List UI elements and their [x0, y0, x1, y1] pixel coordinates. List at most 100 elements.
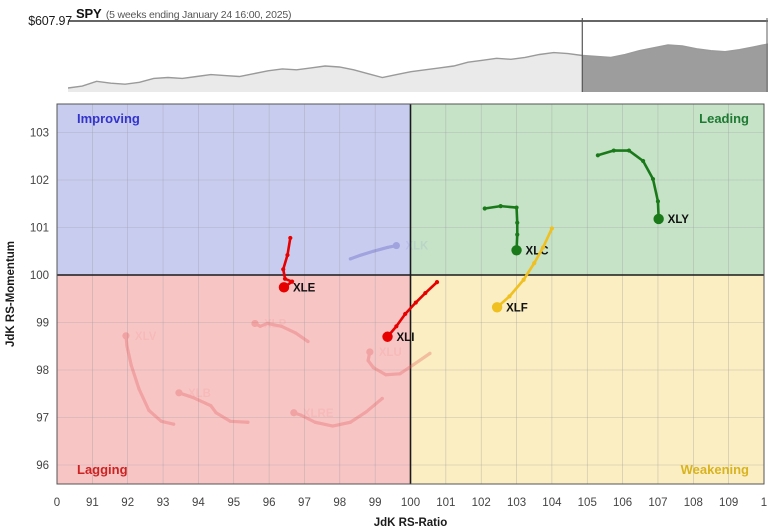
series-head-marker[interactable] — [392, 241, 400, 250]
series-ticker-label: XLC — [526, 245, 549, 257]
trail-node — [394, 324, 399, 329]
series-xlv[interactable]: XLV — [122, 331, 176, 426]
trail-node — [265, 321, 269, 326]
trail-node — [403, 311, 408, 317]
series-xlp[interactable]: XLP — [251, 318, 310, 344]
series-xlu[interactable]: XLU — [366, 347, 432, 377]
axis-tick-labels: 0 91 92 93 94 95 96 97 98 99 100 101 102 103 104 105 106… — [30, 128, 767, 510]
series-head-marker[interactable] — [278, 282, 290, 293]
period-subtitle: (5 weeks ending January 24 16:00, 2025) — [105, 9, 292, 21]
x-tick-label: 1 — [761, 497, 767, 509]
x-tick-label: 101 — [436, 497, 455, 509]
x-tick-label: 108 — [684, 497, 703, 509]
series-head-marker[interactable] — [251, 319, 259, 328]
series-trail — [366, 350, 432, 377]
trail-node — [626, 148, 632, 153]
series-ticker-label: XLRE — [303, 408, 334, 420]
series-head-marker[interactable] — [382, 331, 393, 342]
series-xli[interactable]: XLI — [382, 280, 440, 344]
y-tick-label: 99 — [36, 318, 49, 330]
trail-node — [515, 232, 520, 237]
price-overview-panel: $607.97 SPY (5 weeks ending January 24 1… — [0, 0, 768, 92]
trail-node — [507, 294, 512, 299]
trail-node — [279, 324, 284, 328]
trail-node — [611, 148, 616, 153]
trail-node — [289, 279, 295, 284]
trail-node — [434, 280, 440, 285]
series-ticker-label: XLE — [293, 282, 316, 294]
trail-node — [384, 373, 388, 377]
symbol-label: SPY — [76, 6, 102, 21]
trail-node — [281, 267, 286, 272]
series-ticker-label: XLV — [135, 331, 157, 343]
trail-node — [159, 419, 163, 423]
series-head-marker[interactable] — [653, 213, 664, 225]
series-xlc[interactable]: XLC — [482, 204, 549, 257]
quadrant-label-lagging: Lagging — [77, 462, 128, 477]
x-tick-label: 105 — [578, 497, 597, 509]
rrg-svg-canvas[interactable]: Improving Leading Lagging Weakening 0 91 92 93… — [0, 92, 768, 530]
trail-node — [371, 366, 375, 370]
series-xly[interactable]: XLY — [595, 148, 690, 226]
trail-node — [650, 176, 656, 182]
price-sparkline[interactable] — [68, 18, 768, 92]
series-head-marker[interactable] — [511, 245, 522, 256]
trail-node — [549, 226, 555, 231]
price-title: SPY (5 weeks ending January 24 16:00, 20… — [76, 5, 291, 23]
trail-node — [498, 204, 503, 209]
x-tick-label: 91 — [86, 497, 99, 509]
trail-node — [540, 245, 546, 250]
trail-node — [385, 245, 390, 250]
series-xle[interactable]: XLE — [278, 235, 316, 295]
series-head-marker[interactable] — [491, 302, 503, 313]
series-xlre[interactable]: XLRE — [290, 396, 384, 428]
trail-node — [398, 372, 402, 376]
quadrant-labels: Improving Leading Lagging Weakening — [77, 111, 749, 477]
series-ticker-label: XLB — [188, 388, 211, 400]
x-tick-label: 99 — [369, 497, 382, 509]
trail-node — [655, 199, 661, 204]
x-tick-label: 107 — [648, 497, 667, 509]
x-tick-label: 100 — [401, 497, 420, 509]
trail-node — [359, 253, 363, 257]
active-series-layer[interactable]: XLY XLC XLF XLE XLI — [278, 148, 690, 344]
y-tick-label: 97 — [36, 413, 49, 425]
trail-node — [228, 419, 232, 423]
series-trail — [292, 396, 384, 428]
trail-node — [129, 363, 133, 367]
series-head-marker[interactable] — [122, 332, 130, 340]
series-trail — [483, 204, 519, 252]
series-ticker-label: XLI — [397, 332, 415, 344]
x-tick-label: 95 — [227, 497, 240, 509]
series-head-marker[interactable] — [366, 348, 374, 356]
quadrant-label-leading: Leading — [699, 111, 749, 126]
quadrant-label-improving: Improving — [77, 111, 140, 126]
series-head-marker[interactable] — [290, 409, 298, 417]
series-trail — [253, 321, 310, 344]
trail-node — [299, 413, 303, 417]
faded-series-layer[interactable]: XLK XLV XLB XLP XLRE XLU — [122, 241, 432, 428]
trail-node — [125, 344, 129, 348]
trail-node — [532, 261, 537, 266]
x-tick-label: 104 — [542, 497, 562, 509]
trail-node — [348, 420, 353, 424]
series-xlf[interactable]: XLF — [491, 226, 555, 314]
series-xlk[interactable]: XLK — [348, 241, 429, 261]
trail-node — [514, 205, 519, 210]
series-head-marker[interactable] — [175, 389, 183, 397]
trail-node — [282, 276, 288, 281]
trail-node — [348, 257, 353, 261]
x-tick-label: 96 — [263, 497, 276, 509]
x-tick-label: 94 — [192, 497, 205, 509]
series-xlb[interactable]: XLB — [175, 388, 250, 424]
series-trail — [386, 280, 439, 339]
x-tick-label: 98 — [333, 497, 346, 509]
y-tick-label: 96 — [36, 460, 49, 472]
y-tick-label: 101 — [30, 223, 49, 235]
series-ticker-label: XLF — [506, 302, 528, 314]
x-tick-label: 93 — [157, 497, 170, 509]
trail-node — [413, 300, 418, 305]
trail-node — [366, 358, 370, 363]
series-ticker-label: XLK — [405, 241, 429, 253]
